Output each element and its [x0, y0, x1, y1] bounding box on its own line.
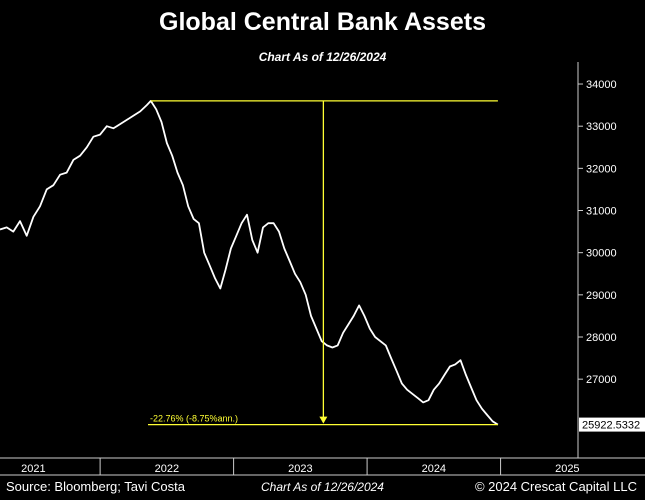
x-tick-label: 2025 [555, 463, 579, 475]
x-tick-label: 2023 [288, 463, 312, 475]
y-tick-label: 30000 [586, 248, 617, 260]
chart-subtitle: Chart As of 12/26/2024 [258, 50, 387, 64]
chart-title: Global Central Bank Assets [159, 8, 486, 36]
y-tick-label: 29000 [586, 290, 617, 302]
drop-annotation-label: -22.76% (-8.75%ann.) [150, 414, 238, 424]
y-tick-label: 28000 [586, 332, 617, 344]
x-tick-label: 2022 [155, 463, 179, 475]
series-line [0, 100, 499, 426]
axes: 27000 28000 29000 30000 31000 32000 33000 34000… [0, 62, 645, 476]
y-tick-label: 34000 [586, 79, 617, 91]
footer-copyright: © 2024 Crescat Capital LLC [474, 479, 637, 494]
last-value-box [579, 417, 645, 432]
x-tick-label: 2021 [21, 463, 45, 475]
annotations: -22.76% (-8.75%ann.) 25922.5332 [148, 100, 645, 432]
footer-source: Source: Bloomberg; Tavi Costa [6, 479, 185, 494]
last-value-label: 25922.5332 [582, 420, 640, 432]
drop-arrow-head [319, 416, 328, 424]
x-tick-label: 2024 [422, 463, 446, 475]
y-tick-label: 32000 [586, 163, 617, 175]
y-tick-label: 31000 [586, 206, 617, 218]
y-tick-label: 33000 [586, 121, 617, 133]
series-layer [0, 100, 499, 426]
y-tick-label: 27000 [586, 374, 617, 386]
footer-date: Chart As of 12/26/2024 [261, 480, 384, 494]
